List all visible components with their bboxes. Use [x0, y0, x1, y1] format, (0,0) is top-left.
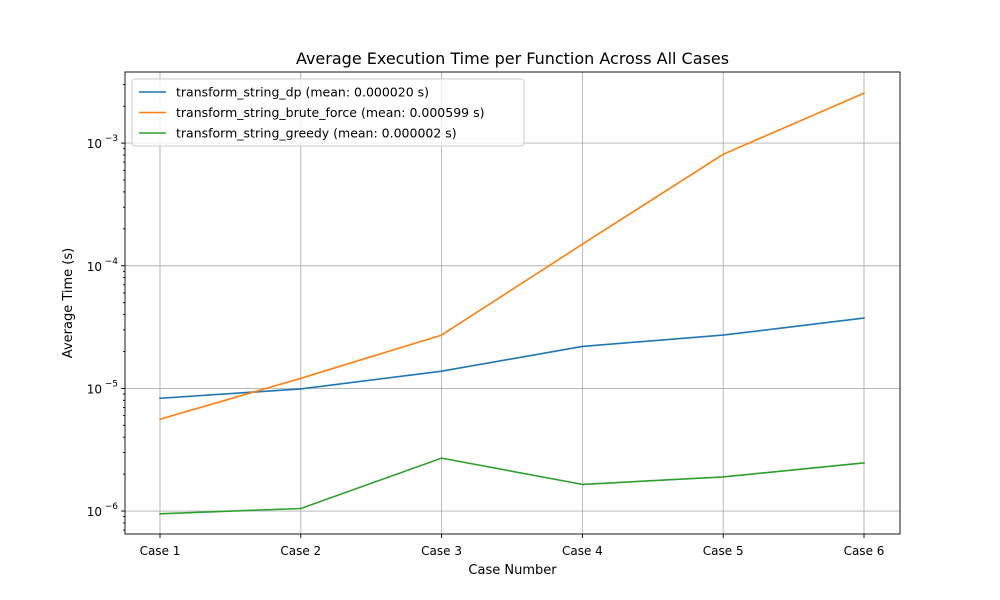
y-tick-base: 10 — [87, 382, 102, 396]
x-axis-label: Case Number — [468, 563, 557, 578]
series-lines — [159, 92, 866, 515]
legend-label-2: transform_string_greedy (mean: 0.000002 … — [176, 126, 457, 141]
y-tick-base: 10 — [87, 260, 102, 274]
x-tick-label: Case 4 — [562, 544, 603, 558]
x-tick-label: Case 1 — [140, 544, 181, 558]
x-tick-label: Case 2 — [280, 544, 321, 558]
y-tick-label: 10 — [87, 137, 102, 151]
chart-title: Average Execution Time per Function Acro… — [296, 49, 729, 68]
legend-label-1: transform_string_brute_force (mean: 0.00… — [176, 105, 484, 120]
x-tick-label: Case 6 — [844, 544, 885, 558]
series-line-1 — [159, 92, 866, 421]
x-tick-label: Case 5 — [703, 544, 744, 558]
legend: transform_string_dp (mean: 0.000020 s) tr… — [131, 78, 525, 147]
legend-box — [131, 78, 525, 147]
series-line-2 — [159, 457, 865, 515]
y-tick-exponent: −6 — [105, 502, 119, 512]
y-tick-label: 10 — [87, 505, 102, 519]
y-axis-ticks: 10−610−510−410−3 — [87, 84, 125, 531]
y-tick-exponent: −5 — [105, 379, 118, 389]
y-tick-exponent: −3 — [105, 134, 118, 144]
y-tick-label: 10 — [87, 382, 102, 396]
y-axis-label: Average Time (s) — [61, 248, 76, 358]
x-tick-label: Case 3 — [421, 544, 462, 558]
legend-label-0: transform_string_dp (mean: 0.000020 s) — [176, 85, 429, 100]
series-line-0 — [159, 317, 865, 400]
x-axis-ticks: Case 1 Case 2 Case 3 Case 4 Case 5 Case 6 — [140, 534, 885, 558]
y-tick-exponent: −4 — [105, 257, 119, 267]
y-tick-base: 10 — [87, 137, 102, 151]
y-tick-label: 10 — [87, 260, 102, 274]
y-tick-base: 10 — [87, 505, 102, 519]
